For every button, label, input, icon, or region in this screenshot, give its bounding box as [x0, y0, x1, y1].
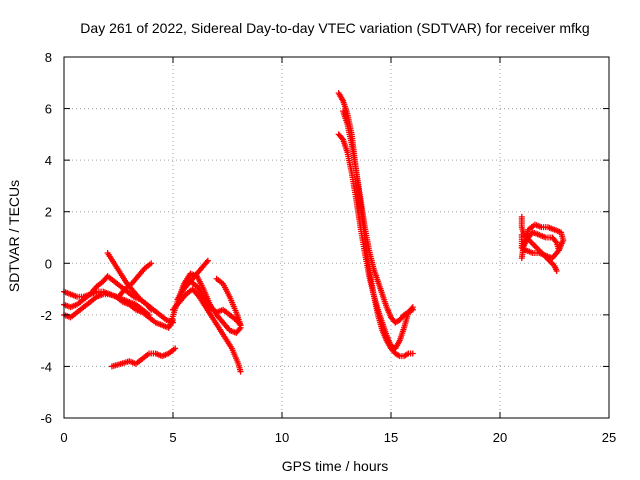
data-point [146, 311, 153, 318]
data-point [409, 350, 416, 357]
data-point [203, 258, 210, 265]
series-track-17 [518, 213, 560, 275]
chart-title: Day 261 of 2022, Sidereal Day-to-day VTE… [80, 20, 589, 36]
data-point [409, 306, 416, 313]
x-tick-label: 5 [169, 430, 176, 445]
data-points [61, 90, 567, 375]
series-track-5 [115, 260, 155, 300]
y-tick-label: 0 [45, 256, 52, 271]
y-tick-label: 6 [45, 102, 52, 117]
data-point [172, 345, 179, 352]
data-point [555, 247, 562, 254]
x-tick-label: 20 [493, 430, 507, 445]
plot-frame [63, 56, 610, 419]
y-tick-label: 2 [45, 205, 52, 220]
series-track-11 [213, 275, 244, 329]
y-tick-label: -2 [40, 308, 52, 323]
data-point [236, 326, 243, 333]
data-point [237, 322, 244, 329]
axis-ticks: 0 5 10 15 20 25 -6 -4 -2 0 2 4 6 8 [40, 50, 616, 445]
series-track-4 [104, 249, 176, 326]
x-tick-label: 10 [275, 430, 289, 445]
y-tick-label: 4 [45, 153, 52, 168]
series-track-6 [108, 345, 179, 370]
y-tick-label: -6 [40, 411, 52, 426]
series-track-8 [170, 286, 244, 375]
y-axis-label: SDTVAR / TECUs [6, 180, 22, 292]
data-point [552, 238, 559, 245]
x-tick-label: 15 [384, 430, 398, 445]
y-tick-label: -4 [40, 359, 52, 374]
y-tick-label: 8 [45, 50, 52, 65]
grid [64, 57, 609, 418]
data-point [237, 368, 244, 375]
data-point [338, 135, 345, 142]
data-point [204, 257, 211, 264]
data-point [148, 260, 155, 267]
x-tick-label: 0 [60, 430, 67, 445]
data-point [553, 268, 560, 275]
series-track-16 [520, 229, 562, 254]
x-tick-label: 25 [602, 430, 616, 445]
series-track-13 [335, 131, 416, 352]
x-axis-label: GPS time / hours [282, 458, 389, 474]
series-track-14 [340, 108, 416, 326]
